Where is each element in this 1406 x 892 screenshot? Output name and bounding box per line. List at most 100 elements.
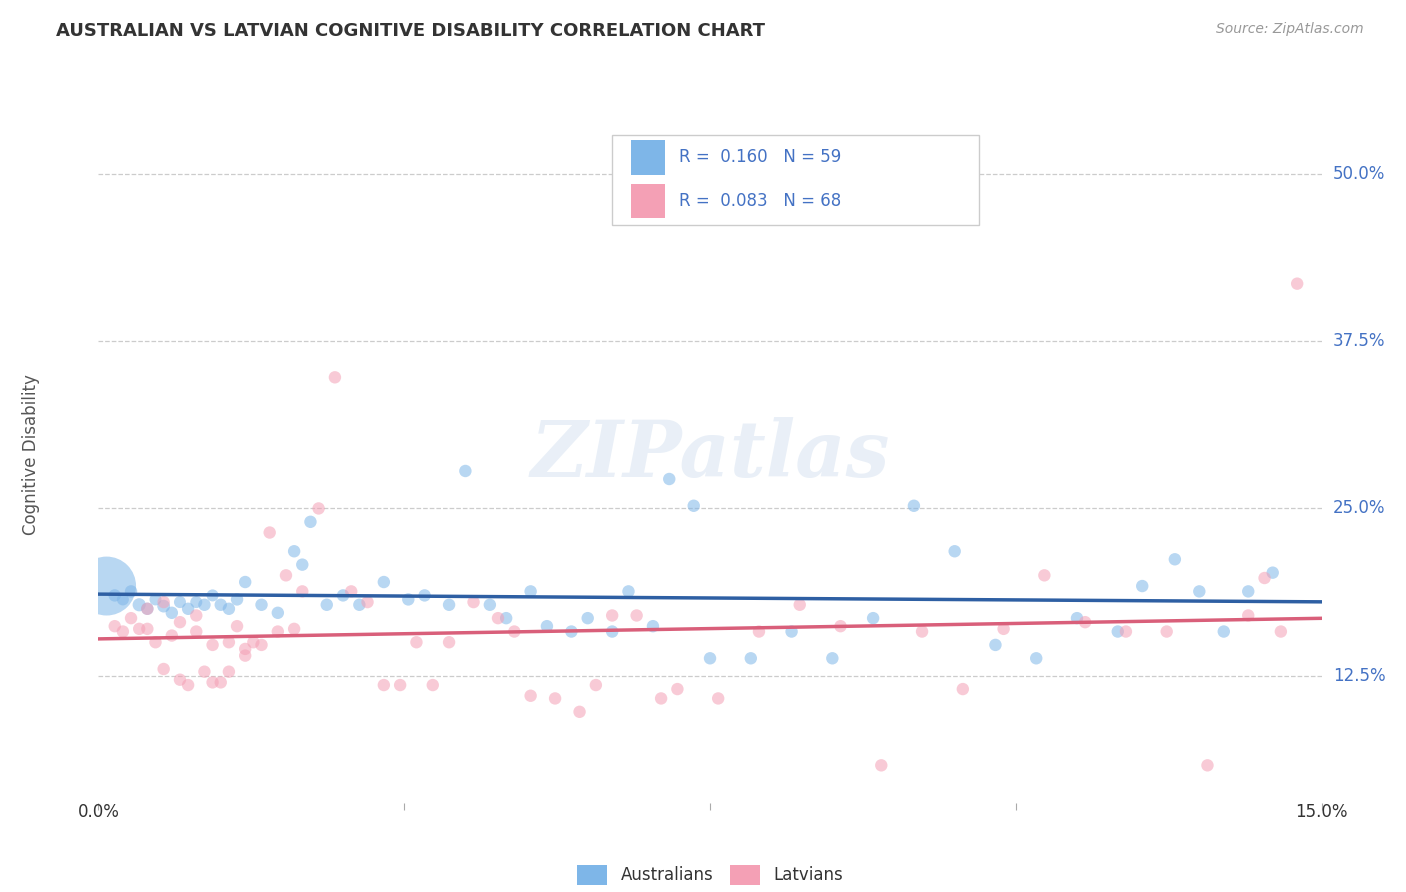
Point [993, 622, 1015, 636]
Point [748, 624, 770, 639]
Point [568, 705, 591, 719]
Point [104, 619, 127, 633]
Text: 37.5%: 37.5% [1333, 332, 1385, 351]
Point [177, 678, 200, 692]
Point [396, 592, 419, 607]
Point [226, 592, 249, 607]
Point [503, 624, 526, 639]
Text: AUSTRALIAN VS LATVIAN COGNITIVE DISABILITY CORRELATION CHART: AUSTRALIAN VS LATVIAN COGNITIVE DISABILI… [56, 22, 765, 40]
Point [226, 619, 249, 633]
Point [218, 665, 240, 679]
Point [209, 598, 232, 612]
Point [193, 598, 215, 612]
Point [177, 602, 200, 616]
Point [160, 606, 183, 620]
Point [152, 599, 174, 614]
Legend: Australians, Latvians: Australians, Latvians [576, 864, 844, 885]
Point [699, 651, 721, 665]
Point [169, 595, 191, 609]
Point [519, 584, 541, 599]
Point [356, 595, 378, 609]
Point [641, 619, 664, 633]
Point [830, 619, 852, 633]
Text: 0.0%: 0.0% [77, 803, 120, 821]
Point [373, 678, 395, 692]
Point [96, 579, 118, 593]
Point [1237, 584, 1260, 599]
Point [242, 635, 264, 649]
Point [250, 638, 273, 652]
Point [186, 595, 208, 609]
Point [821, 651, 844, 665]
Point [104, 589, 127, 603]
Point [201, 638, 224, 652]
Point [169, 673, 191, 687]
Point [186, 624, 208, 639]
Point [454, 464, 477, 478]
Text: R =  0.083   N = 68: R = 0.083 N = 68 [679, 192, 842, 210]
Point [299, 515, 322, 529]
Point [291, 584, 314, 599]
Point [1164, 552, 1187, 566]
Bar [630, 140, 665, 175]
Point [463, 595, 485, 609]
Point [560, 624, 582, 639]
Point [218, 602, 240, 616]
Point [707, 691, 730, 706]
Point [943, 544, 966, 558]
Point [658, 472, 681, 486]
Point [233, 648, 256, 663]
Text: 50.0%: 50.0% [1333, 165, 1385, 183]
Point [495, 611, 517, 625]
Point [862, 611, 884, 625]
Point [1261, 566, 1284, 580]
Point [209, 675, 232, 690]
Point [136, 602, 159, 616]
Point [283, 622, 305, 636]
Point [1212, 624, 1234, 639]
Point [1074, 615, 1097, 630]
Point [193, 665, 215, 679]
Point [145, 592, 167, 607]
Point [1066, 611, 1088, 625]
Point [1270, 624, 1292, 639]
Point [1130, 579, 1153, 593]
Point [332, 589, 354, 603]
Point [437, 598, 460, 612]
Point [136, 602, 159, 616]
Point [267, 624, 290, 639]
Point [201, 589, 224, 603]
Point [952, 681, 974, 696]
Point [870, 758, 893, 772]
Point [1197, 758, 1219, 772]
Text: Source: ZipAtlas.com: Source: ZipAtlas.com [1216, 22, 1364, 37]
Text: Cognitive Disability: Cognitive Disability [22, 375, 41, 535]
Text: 25.0%: 25.0% [1333, 500, 1385, 517]
Point [600, 624, 623, 639]
Point [1237, 608, 1260, 623]
Point [984, 638, 1007, 652]
Point [340, 584, 363, 599]
Text: R =  0.160   N = 59: R = 0.160 N = 59 [679, 148, 842, 166]
Point [1156, 624, 1178, 639]
Point [323, 370, 346, 384]
Point [169, 615, 191, 630]
Point [315, 598, 337, 612]
Point [789, 598, 811, 612]
Point [519, 689, 541, 703]
Point [650, 691, 672, 706]
Point [128, 598, 150, 612]
Point [111, 624, 134, 639]
Point [349, 598, 371, 612]
Point [903, 499, 925, 513]
Point [283, 544, 305, 558]
Point [389, 678, 412, 692]
Text: 15.0%: 15.0% [1295, 803, 1348, 821]
Point [291, 558, 314, 572]
Point [626, 608, 648, 623]
Point [437, 635, 460, 649]
Point [911, 624, 934, 639]
Text: ZIPatlas: ZIPatlas [530, 417, 890, 493]
Point [486, 611, 509, 625]
Point [600, 608, 623, 623]
